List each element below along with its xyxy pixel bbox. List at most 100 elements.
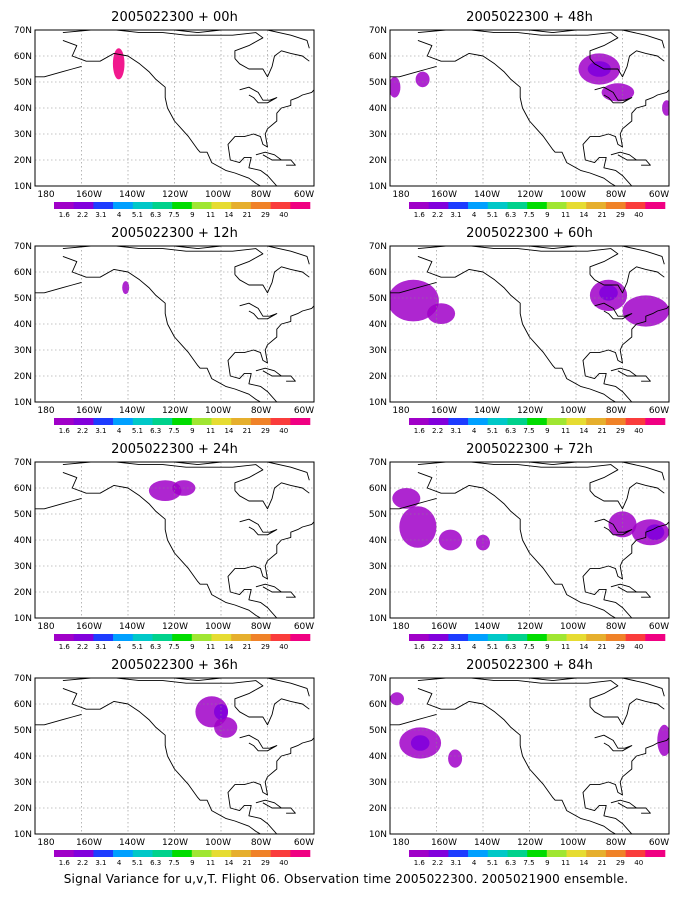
latitude-tick-label: 40N [369,536,387,546]
colorbar-label: 21 [243,859,252,867]
colorbar-label: 1.6 [414,859,426,867]
colorbar-swatch [73,850,94,857]
colorbar-swatch [487,202,508,209]
latitude-tick-label: 40N [369,752,387,762]
latitude-tick-label: 10N [369,398,387,408]
colorbar-label: 6.3 [505,643,516,651]
colorbar-label: 14 [579,859,588,867]
coastline [529,246,665,265]
longitude-tick-label: 100W [205,622,231,632]
coastline [610,583,637,593]
map-panel: 2005022300 + 60h 70N 60N 50N 40N 30N 20N 10N 180… [369,226,670,435]
colorbar-label: 21 [598,643,607,651]
colorbar-swatch [73,202,94,209]
colorbar-swatch [428,634,449,641]
coastline [417,471,669,618]
colorbar-swatch [113,418,134,425]
colorbar-label: 6.3 [150,211,161,219]
colorbar-label: 5.1 [487,859,498,867]
colorbar-swatch [73,634,94,641]
coastline [390,497,437,510]
colorbar-label: 3.1 [95,643,106,651]
coastline [636,591,651,598]
latitude-tick-label: 60N [369,268,387,278]
coastline [594,518,633,536]
longitude-tick-label: 80W [606,190,626,200]
longitude-tick-label: 180 [392,838,409,848]
coastline [174,246,310,265]
latitude-tick-label: 40N [369,320,387,330]
latitude-tick-label: 30N [14,130,32,140]
coastline [589,50,665,78]
longitude-tick-label: 140W [474,190,500,200]
colorbar-swatch [290,850,311,857]
map-frame [389,677,670,835]
latitude-tick-label: 30N [369,346,387,356]
colorbar-swatch [468,634,489,641]
colorbar-label: 9 [545,643,549,651]
longitude-tick-label: 160W [431,838,457,848]
colorbar-swatch [152,418,173,425]
longitude-tick-label: 180 [37,622,54,632]
longitude-tick-label: 80W [251,838,271,848]
colorbar-label: 9 [190,643,194,651]
latitude-tick-label: 70N [369,26,387,36]
longitude-tick-label: 80W [251,622,271,632]
colorbar-label: 7.5 [168,643,179,651]
colorbar-swatch [250,202,271,209]
colorbar-swatch [527,202,548,209]
colorbar-swatch [507,202,528,209]
coastline [174,462,310,481]
coastline [239,86,278,104]
coastline [594,734,633,752]
latitude-tick-label: 40N [14,536,32,546]
variance-region [601,83,635,102]
latitude-tick-label: 10N [14,830,32,840]
colorbar-label: 6.3 [505,859,516,867]
coastline [390,281,437,294]
colorbar-swatch [448,418,469,425]
coastline [62,255,314,402]
colorbar-label: 1.6 [59,427,71,435]
coastline [255,367,282,377]
coastline [636,375,651,382]
colorbar-swatch [172,634,193,641]
colorbar-swatch [645,418,666,425]
colorbar-swatch [546,202,567,209]
colorbar-swatch [586,634,607,641]
colorbar-label: 7.5 [168,427,179,435]
latitude-tick-label: 50N [369,726,387,736]
coastline [594,302,633,320]
latitude-tick-label: 50N [14,294,32,304]
colorbar-swatch [625,202,646,209]
colorbar-swatch [507,418,528,425]
coastline [589,266,665,294]
colorbar-swatch [211,634,232,641]
colorbar-label: 5.1 [487,643,498,651]
coastline [610,151,637,161]
colorbar-label: 3.1 [95,211,106,219]
coastline [589,482,665,510]
colorbar-label: 40 [634,859,643,867]
colorbar-swatch [409,850,429,857]
colorbar-label: 1.6 [59,859,71,867]
latitude-tick-label: 40N [14,752,32,762]
latitude-tick-label: 50N [369,510,387,520]
longitude-tick-label: 100W [560,838,586,848]
latitude-tick-label: 70N [369,674,387,684]
coastline [281,159,296,166]
longitude-tick-label: 160W [431,406,457,416]
colorbar-swatch [487,850,508,857]
colorbar-swatch [566,418,587,425]
colorbar-label: 2.2 [432,643,443,651]
coastline [62,30,264,59]
variance-region [392,488,421,509]
colorbar-label: 6.3 [150,643,161,651]
colorbar-label: 4 [472,859,477,867]
coastline [35,65,82,78]
colorbar-label: 14 [224,427,233,435]
colorbar-swatch [270,850,291,857]
colorbar-swatch [54,850,74,857]
latitude-tick-label: 60N [369,700,387,710]
variance-region [122,281,130,295]
